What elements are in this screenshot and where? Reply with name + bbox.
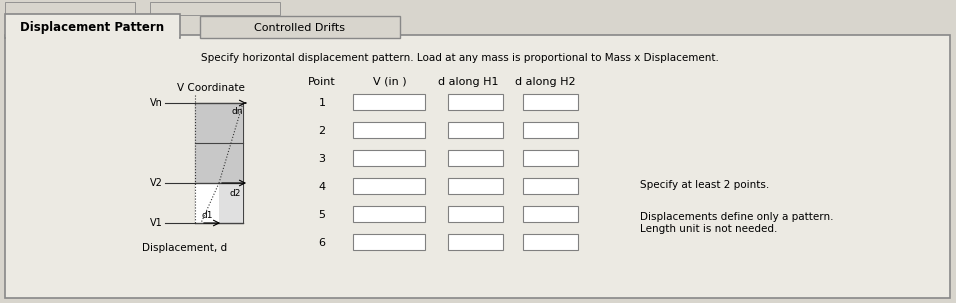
Text: Specify horizontal displacement pattern. Load at any mass is proportional to Mas: Specify horizontal displacement pattern.… (201, 53, 719, 63)
Text: 2: 2 (318, 126, 326, 136)
Bar (195, 103, 243, 223)
Bar (448, 94, 503, 110)
Text: 6: 6 (318, 238, 325, 248)
Text: 5: 5 (318, 210, 325, 220)
Bar (523, 234, 578, 250)
Bar (523, 206, 578, 222)
Bar (0, 0, 956, 14)
Text: V (in ): V (in ) (373, 77, 407, 87)
Bar (448, 150, 503, 166)
Text: Displacement Pattern: Displacement Pattern (20, 21, 164, 34)
Text: V1: V1 (150, 218, 163, 228)
Bar (523, 122, 578, 138)
Bar (195, 183, 219, 223)
Text: Controlled Drifts: Controlled Drifts (254, 23, 345, 33)
Bar (353, 150, 425, 166)
Bar (523, 178, 578, 194)
Text: Displacements define only a pattern.
Length unit is not needed.: Displacements define only a pattern. Len… (640, 212, 834, 234)
Bar (353, 234, 425, 250)
Bar (195, 183, 243, 223)
Bar (523, 94, 578, 110)
Bar (353, 178, 425, 194)
Bar (448, 206, 503, 222)
Bar (195, 103, 243, 183)
Bar (150, 2, 280, 15)
Text: d along H2: d along H2 (514, 77, 576, 87)
Text: 3: 3 (318, 154, 325, 164)
Bar (5, 35, 950, 298)
Bar (6, 37, 179, 40)
Bar (353, 206, 425, 222)
Text: Specify at least 2 points.: Specify at least 2 points. (640, 180, 770, 190)
Text: d2: d2 (229, 188, 241, 198)
Bar (200, 16, 400, 38)
Bar (448, 234, 503, 250)
Text: d1: d1 (202, 211, 213, 219)
Text: Vn: Vn (150, 98, 163, 108)
Bar (5, 2, 135, 15)
Text: Point: Point (308, 77, 336, 87)
Text: d along H1: d along H1 (438, 77, 498, 87)
Text: V Coordinate: V Coordinate (177, 83, 245, 93)
Bar (448, 122, 503, 138)
Bar (5, 14, 180, 38)
Text: 1: 1 (318, 98, 325, 108)
Text: Displacement, d: Displacement, d (142, 243, 228, 253)
Bar (353, 122, 425, 138)
Bar (523, 150, 578, 166)
Text: dn: dn (231, 106, 243, 115)
Text: 4: 4 (318, 182, 326, 192)
Bar (448, 178, 503, 194)
Text: V2: V2 (150, 178, 163, 188)
Bar (353, 94, 425, 110)
